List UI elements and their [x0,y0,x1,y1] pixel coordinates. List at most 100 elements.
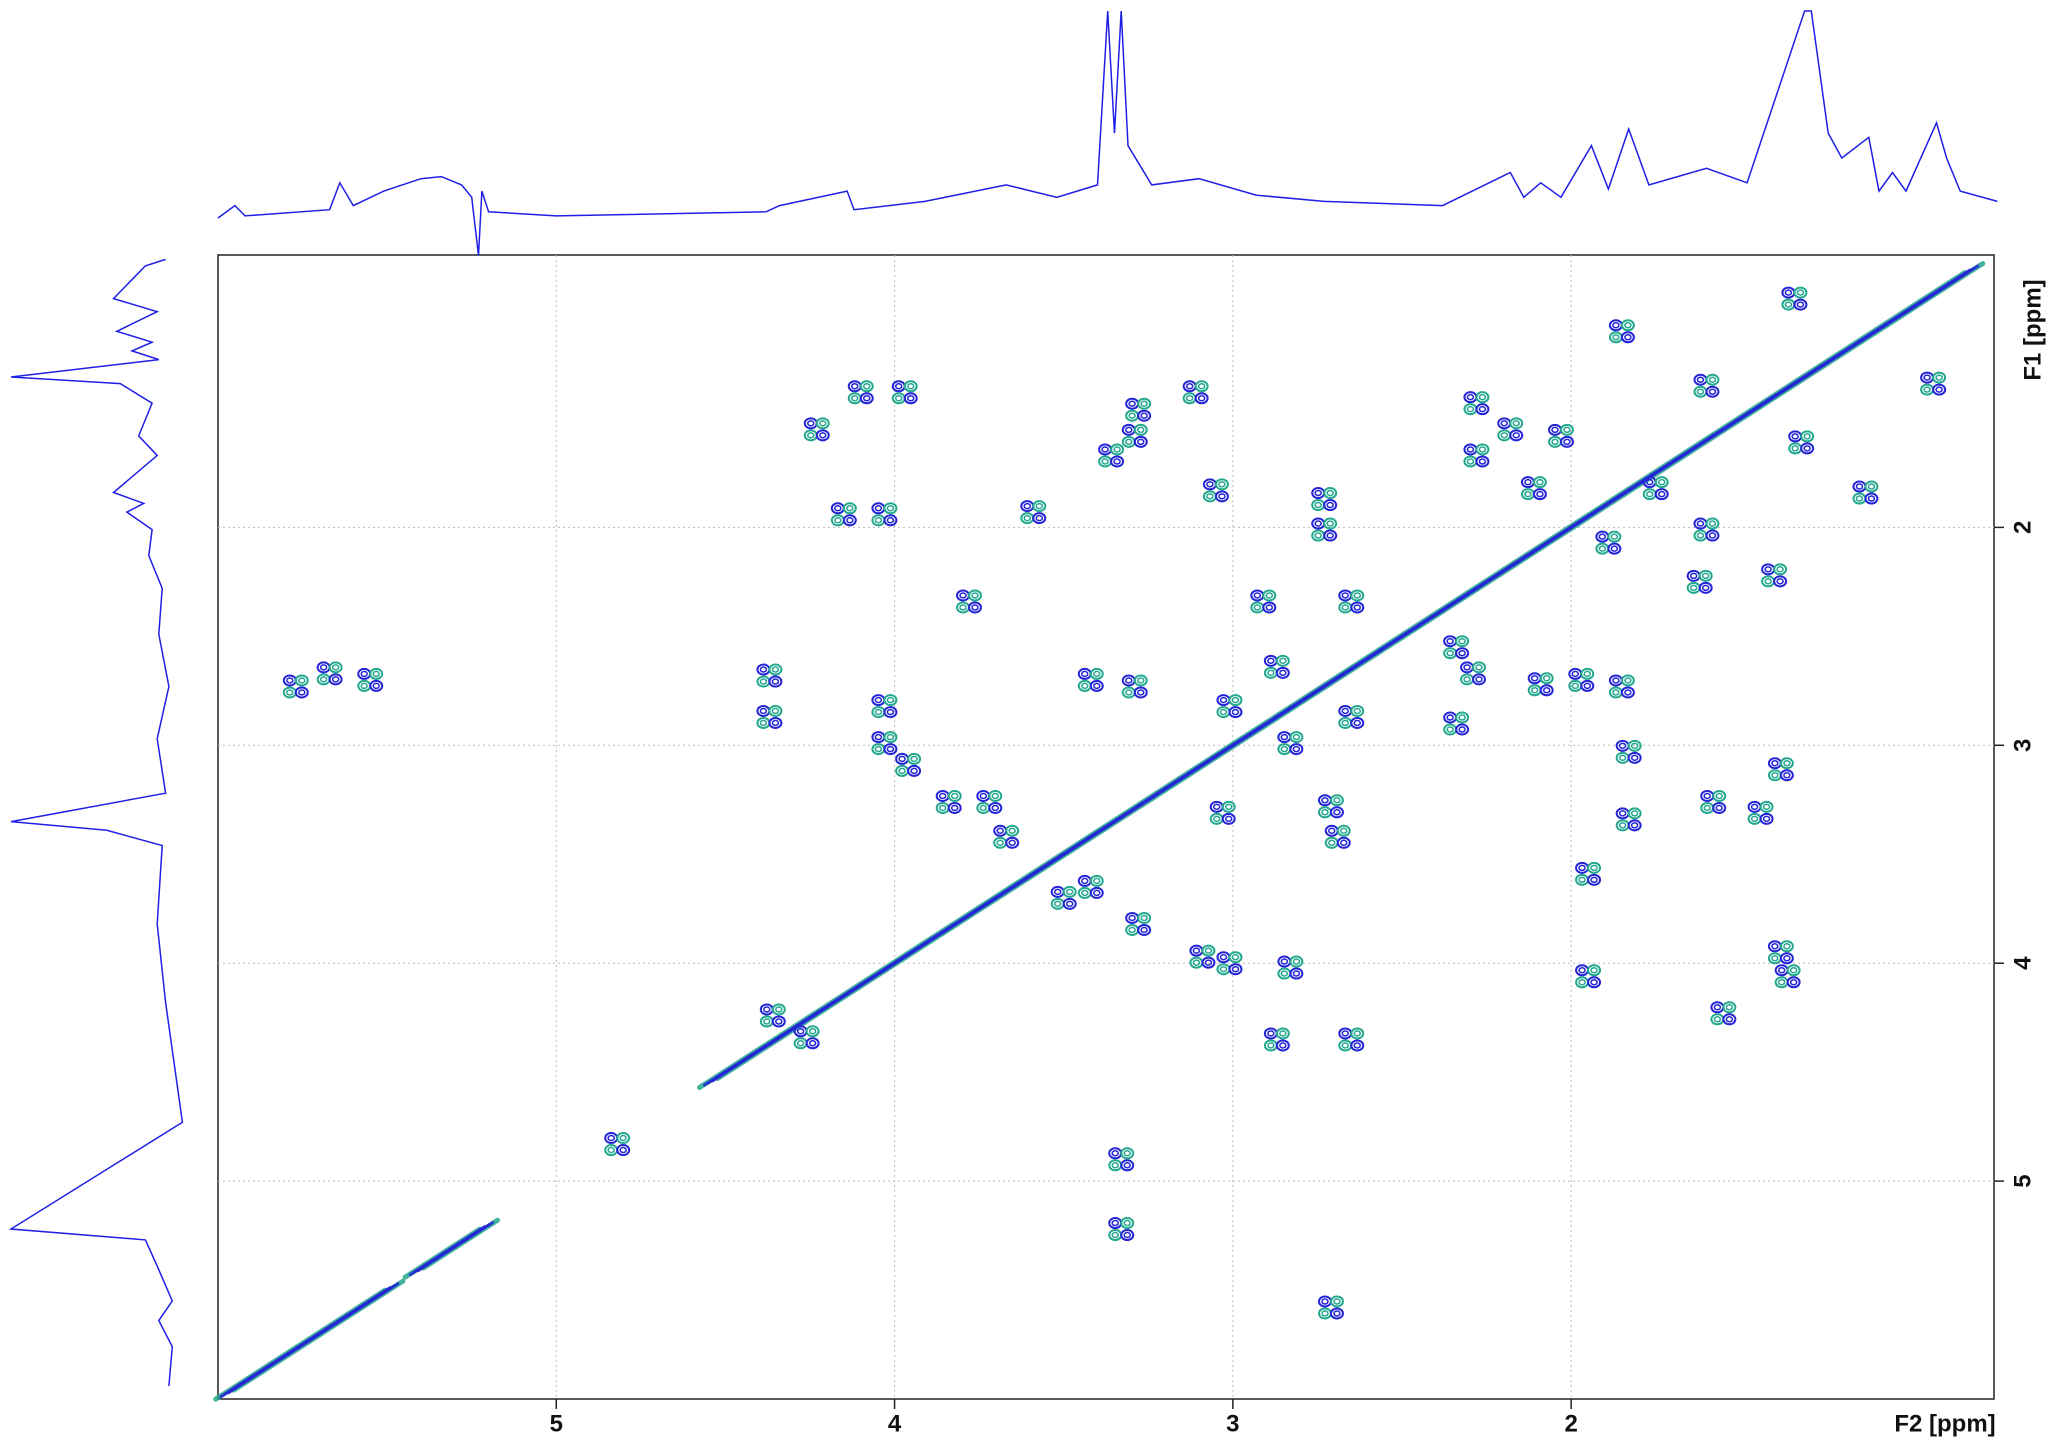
contour-ring [1645,490,1654,498]
contour-ring [1630,742,1639,750]
contour-ring [1761,563,1776,576]
contour-ring [1277,967,1292,980]
contour-ring [967,589,982,602]
contour-ring [1081,682,1089,690]
contour-ring [1767,940,1782,953]
contour-ring [886,708,895,716]
contour-ring [1923,374,1931,381]
contour-ring [1458,726,1466,733]
contour-ring [1005,836,1020,849]
contour-ring [1125,397,1140,410]
contour-ring [1852,492,1867,505]
diagonal [697,261,1986,1091]
contour-ring [1338,601,1353,614]
contour-ring [1796,301,1805,308]
contour-ring [1475,403,1490,416]
contour-ring [959,604,967,611]
contour-ring [1262,589,1277,602]
contour-ring [988,801,1003,814]
contour-ring [1182,380,1197,393]
contour-ring [1201,944,1216,957]
cross-peak [1108,1217,1135,1242]
contour-ring [1693,517,1708,530]
contour-ring [1590,979,1598,986]
contour-ring [895,752,910,765]
cross-peak [1216,694,1243,719]
cross-peak [1121,674,1148,699]
contour-ring [874,708,883,716]
contour-ring [906,383,915,390]
contour-ring [1125,911,1140,924]
cross-peak [1761,563,1788,588]
contour-ring [1341,604,1350,611]
contour-ring [1793,298,1808,311]
contour-ring [1764,578,1772,585]
contour-ring [1559,423,1574,436]
contour-ring [619,1146,627,1154]
contour-ring [1598,545,1607,552]
cross-peak [1050,885,1077,910]
contour-ring [871,694,886,707]
contour-ring [935,801,950,814]
contour-ring [950,792,959,800]
contour-ring [1113,446,1121,453]
contour-ring [1218,481,1226,488]
diagonal [213,1278,406,1402]
contour-ring [1120,1229,1135,1242]
contour-ring [898,755,906,763]
contour-ring [763,1018,771,1025]
contour-ring [1280,970,1289,977]
contour-ring [910,767,918,775]
contour-ring [1796,289,1805,296]
contour-ring [1089,886,1104,899]
contour-ring [1267,1030,1275,1037]
contour-ring [1700,789,1715,802]
contour-ring [771,719,780,727]
contour-ring [1228,694,1243,707]
cross-peak [871,502,898,527]
contour-ring [1696,520,1705,527]
contour-ring [768,675,783,688]
contour-ring [1341,1042,1350,1049]
contour-ring [846,517,854,524]
contour-ring [294,674,309,687]
contour-ring [1618,742,1627,750]
contour-ring [1023,514,1032,522]
contour-ring [1093,670,1101,678]
contour-ring [369,667,384,680]
contour-ring [842,502,857,515]
contour-ring [1123,1162,1131,1169]
cross-peak [1767,757,1794,782]
contour-ring [1121,435,1136,448]
x-tick-label: 2 [1564,1410,1577,1437]
cross-peak [891,380,918,405]
contour-ring [1219,965,1228,973]
contour-ring [1463,455,1478,468]
contour-ring [1189,944,1204,957]
contour-ring [1311,499,1326,512]
contour-ring [1642,488,1657,501]
contour-ring [1698,569,1713,582]
contour-ring [1771,760,1779,767]
contour-ring [1317,1295,1332,1308]
contour-ring [616,1144,631,1157]
contour-ring [1497,429,1512,442]
contour-ring [955,589,970,602]
contour-ring [1478,458,1487,465]
contour-ring [1789,967,1798,974]
contour-ring [830,514,845,527]
cross-peak [1338,589,1365,614]
contour-ring [1686,581,1701,594]
contour-ring [1443,711,1458,724]
contour-ring [1620,319,1635,332]
contour-ring [282,686,297,699]
contour-ring [1333,1310,1341,1317]
contour-ring [1231,708,1240,716]
contour-ring [938,792,947,800]
contour-ring [803,417,818,430]
contour-ring [1212,803,1221,811]
contour-ring [1705,373,1720,386]
cross-peak [1443,635,1470,660]
contour-ring [1137,911,1152,924]
contour-ring [886,517,895,524]
